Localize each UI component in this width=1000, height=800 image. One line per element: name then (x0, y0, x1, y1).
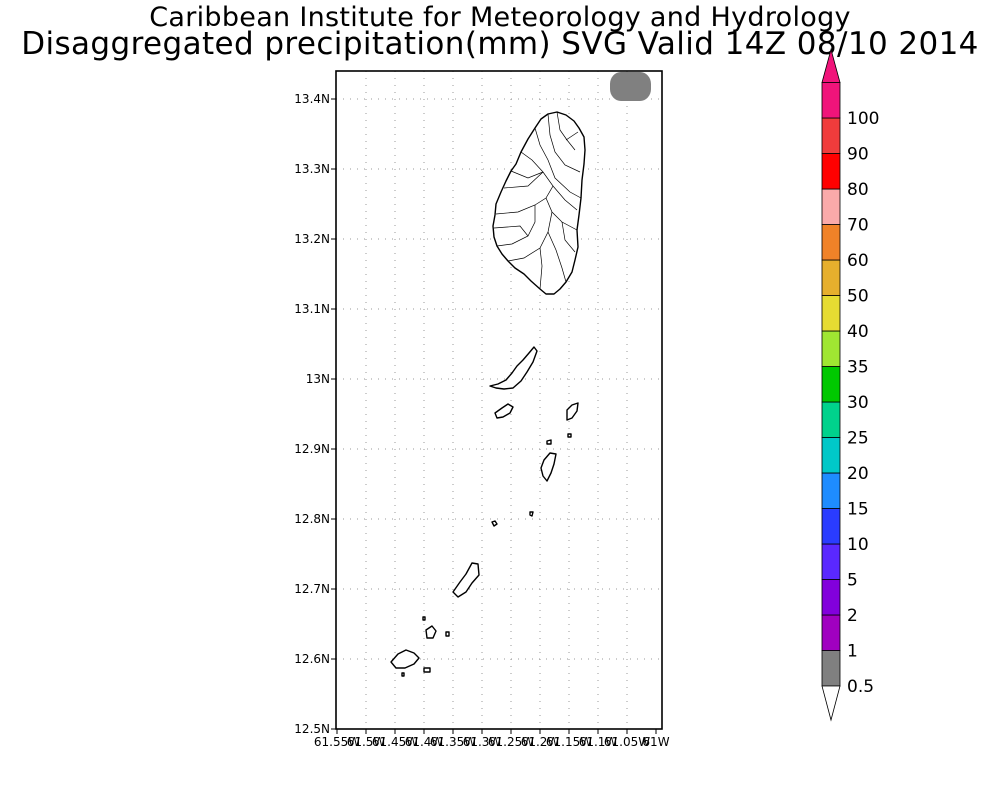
island-union (452, 562, 480, 598)
lon-tick-label: 61.25W (488, 735, 534, 749)
lon-tick-label: 61W (642, 735, 669, 749)
lat-tick-label: 12.8N (294, 512, 330, 526)
legend-color-cell (821, 508, 841, 545)
legend-color-cell (821, 188, 841, 225)
legend-color-cell (821, 153, 841, 190)
legend-color-cell (821, 366, 841, 403)
lat-tick-label: 13N (306, 372, 330, 386)
legend-label: 25 (847, 429, 869, 449)
lat-tick-label: 13.3N (294, 162, 330, 176)
legend-color-cell (821, 259, 841, 296)
legend-label: 40 (847, 322, 869, 342)
legend-label: 30 (847, 393, 869, 413)
legend-color-cell (821, 543, 841, 580)
island-baliceaux (566, 402, 579, 421)
graticule-grid (336, 71, 662, 729)
lat-tick-label: 12.5N (294, 722, 330, 736)
legend-color-cell (821, 295, 841, 332)
legend-color-cell (821, 650, 841, 687)
lon-tick-label: 61.3W (463, 735, 502, 749)
title-institute: Caribbean Institute for Meteorology and … (149, 2, 851, 33)
legend-color-cell (821, 330, 841, 367)
legend-arrow-high (821, 47, 841, 83)
lon-tick-label: 61.05W (604, 735, 650, 749)
lon-tick-label: 61.45W (372, 735, 418, 749)
island-canouan (540, 452, 557, 482)
legend-color-cell (821, 614, 841, 651)
lat-tick-label: 13.4N (294, 92, 330, 106)
island-petit-st-vincent (425, 625, 437, 639)
legend-color-cell (821, 401, 841, 438)
legend-color-cell (821, 117, 841, 154)
island-mustique-cays (494, 403, 514, 419)
legend-label: 80 (847, 180, 869, 200)
legend-color-cell (821, 437, 841, 474)
lon-tick-label: 61.35W (430, 735, 476, 749)
map-border (335, 70, 663, 730)
lon-tick-label: 61.15W (546, 735, 592, 749)
legend-label: 10 (847, 535, 869, 555)
legend-arrow-low (821, 685, 841, 722)
lon-tick-label: 61.1W (579, 735, 618, 749)
legend-color-cell (821, 224, 841, 261)
islands-grenadines (390, 346, 579, 677)
legend-color-cell (821, 579, 841, 616)
island-carriacou (390, 649, 420, 669)
legend-label: 35 (847, 358, 869, 378)
map-area (335, 70, 663, 730)
legend-color-cell (821, 472, 841, 509)
lat-tick-label: 12.6N (294, 652, 330, 666)
latitude-axis: 13.4N 13.3N 13.2N 13.1N 13N 12.9N 12.8N 12.7N 12… (294, 92, 336, 736)
watershed-boundaries (493, 111, 582, 290)
lat-tick-label: 12.9N (294, 442, 330, 456)
lon-tick-label: 61.4W (405, 735, 444, 749)
lon-tick-label: 61.2W (521, 735, 560, 749)
legend-label: 5 (847, 571, 858, 591)
lat-tick-label: 12.7N (294, 582, 330, 596)
title-product: Disaggregated precipitation(mm) SVG Vali… (21, 26, 979, 62)
legend-label: 1 (847, 642, 858, 662)
legend-label: 15 (847, 500, 869, 520)
legend-label: 90 (847, 145, 869, 165)
island-bequia (489, 346, 538, 390)
legend-label: 60 (847, 251, 869, 271)
legend-color-cell (821, 82, 841, 119)
legend-label: 0.5 (847, 677, 874, 697)
legend-label: 50 (847, 287, 869, 307)
legend-label: 100 (847, 109, 879, 129)
legend-label: 70 (847, 216, 869, 236)
legend-label: 2 (847, 606, 858, 626)
lon-tick-label: 61.55W (314, 735, 360, 749)
lat-tick-label: 13.2N (294, 232, 330, 246)
longitude-axis: 61.55W61.5W61.45W61.4W61.35W61.3W61.25W6… (314, 729, 670, 749)
lon-tick-label: 61.5W (347, 735, 386, 749)
legend-label: 20 (847, 464, 869, 484)
lat-tick-label: 13.1N (294, 302, 330, 316)
precip-area (610, 72, 651, 101)
